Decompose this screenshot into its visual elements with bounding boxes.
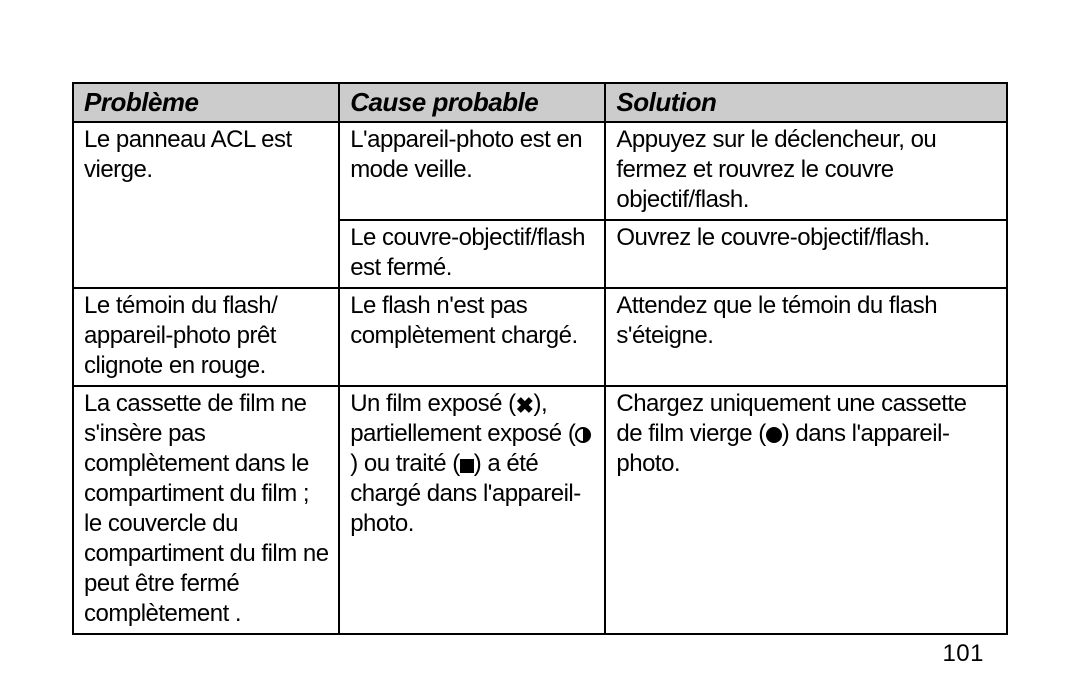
solution-cell: Chargez uniquement une cassette de film …	[605, 386, 1007, 634]
table-row: Le panneau ACL est vierge. L'appareil-ph…	[73, 122, 1007, 220]
cause-cell: Le couvre-objectif/flash est fermé.	[339, 220, 605, 288]
col-cause: Cause probable	[339, 83, 605, 122]
troubleshoot-table: Problème Cause probable Solution Le pann…	[72, 82, 1008, 635]
cause-cell: L'appareil-photo est en mode veille.	[339, 122, 605, 220]
full-circle-icon	[766, 427, 782, 443]
table-header-row: Problème Cause probable Solution	[73, 83, 1007, 122]
solution-cell: Appuyez sur le déclencheur, ou fermez et…	[605, 122, 1007, 220]
half-circle-icon	[575, 427, 591, 443]
exposed-x-icon: ✖	[516, 395, 534, 417]
cause-cell: Le flash n'est pas complètement chargé.	[339, 288, 605, 386]
text: Un film exposé (	[350, 390, 515, 417]
problem-cell: Le panneau ACL est vierge.	[73, 122, 339, 288]
solution-cell: Attendez que le témoin du flash s'éteign…	[605, 288, 1007, 386]
problem-cell: La cassette de film ne s'insère pas comp…	[73, 386, 339, 634]
table-row: Le témoin du flash/ appareil-photo prêt …	[73, 288, 1007, 386]
solution-cell: Ouvrez le couvre-objectif/flash.	[605, 220, 1007, 288]
problem-cell: Le témoin du flash/ appareil-photo prêt …	[73, 288, 339, 386]
text: ) ou traité (	[350, 450, 460, 477]
manual-page: Problème Cause probable Solution Le pann…	[0, 0, 1080, 694]
page-number: 101	[942, 640, 984, 668]
col-problem: Problème	[73, 83, 339, 122]
table-row: La cassette de film ne s'insère pas comp…	[73, 386, 1007, 634]
cause-cell: Un film exposé (✖), partiellement exposé…	[339, 386, 605, 634]
square-icon	[460, 459, 474, 473]
col-solution: Solution	[605, 83, 1007, 122]
